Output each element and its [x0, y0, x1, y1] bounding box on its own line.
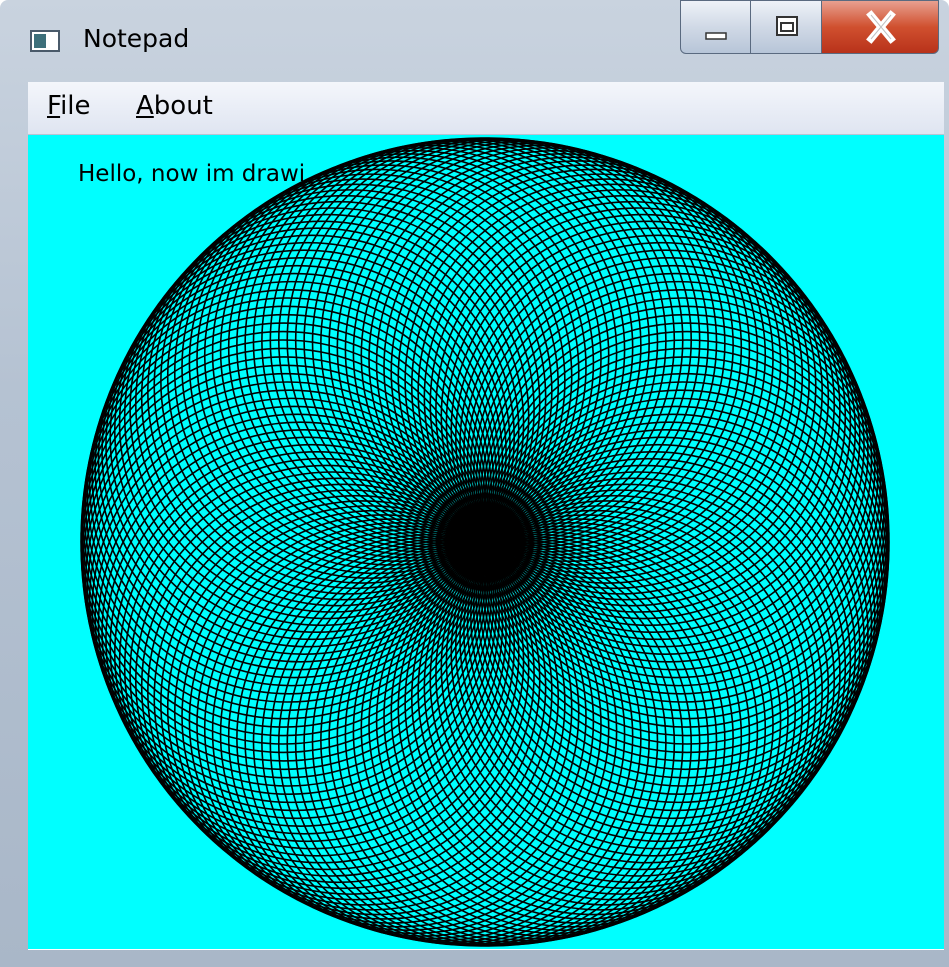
close-button[interactable] — [821, 0, 939, 54]
menu-bar: File About — [28, 82, 944, 135]
app-icon — [30, 30, 60, 52]
menu-item[interactable]: File — [47, 91, 91, 121]
client-area: Hello, now im drawi — [28, 135, 944, 950]
minimize-button[interactable] — [680, 0, 751, 54]
minimize-glyph — [681, 1, 752, 55]
maximize-glyph — [751, 1, 823, 55]
close-glyph — [822, 1, 940, 55]
maximize-button[interactable] — [750, 0, 822, 54]
spirograph-drawing — [28, 135, 944, 949]
window-title: Notepad — [83, 24, 189, 53]
window: Notepad File About Hello, now im drawi — [0, 0, 949, 967]
menu-item[interactable]: About — [136, 91, 213, 121]
